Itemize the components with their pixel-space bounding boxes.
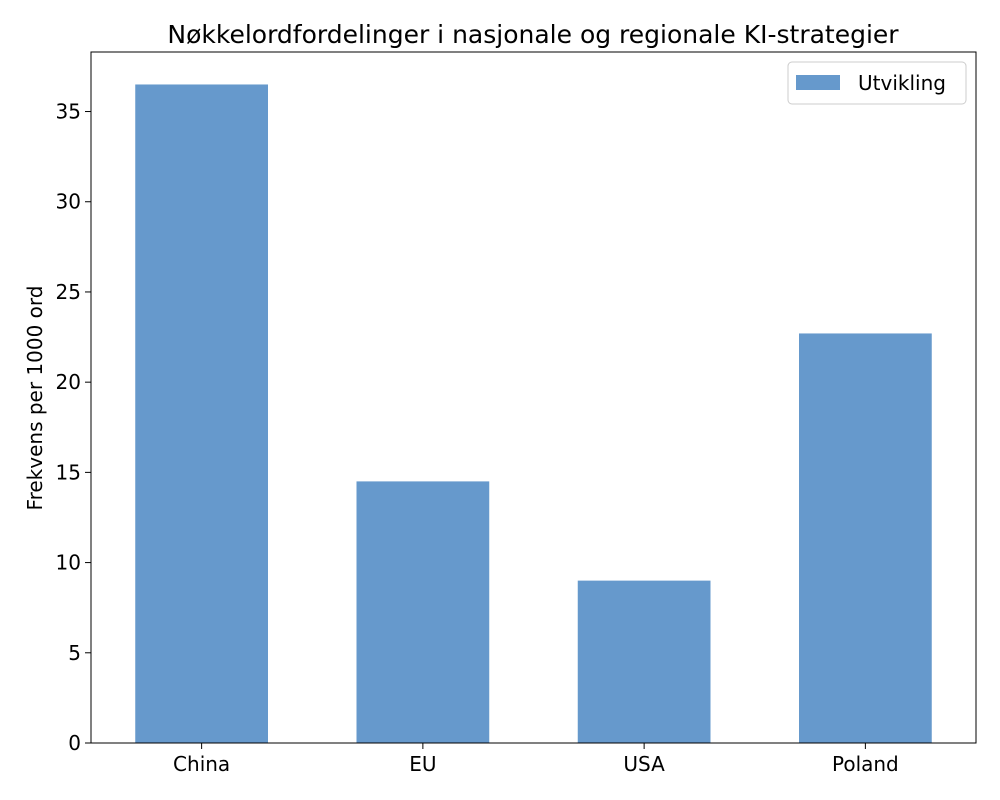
y-tick-label-35: 35 <box>56 100 81 124</box>
x-tick-label-china: China <box>173 752 230 776</box>
y-axis-ticks: 0 5 10 15 20 25 30 35 <box>56 100 91 755</box>
x-tick-label-poland: Poland <box>832 752 899 776</box>
y-tick-label-15: 15 <box>56 460 81 484</box>
y-axis-label: Frekvens per 1000 ord <box>23 286 47 511</box>
legend: Utvikling <box>787 61 967 105</box>
y-tick-label-25: 25 <box>56 280 81 304</box>
bars-group <box>135 84 932 743</box>
legend-label-utvikling: Utvikling <box>858 71 946 95</box>
y-tick-label-20: 20 <box>56 370 81 394</box>
bar-eu <box>356 481 490 743</box>
bar-usa <box>577 580 711 743</box>
bar-poland <box>799 333 932 743</box>
y-tick-label-0: 0 <box>68 731 81 755</box>
x-tick-label-usa: USA <box>623 752 665 776</box>
chart-title: Nøkkelordfordelinger i nasjonale og regi… <box>167 20 899 49</box>
plot-frame <box>90 51 977 744</box>
y-tick-label-5: 5 <box>68 641 81 665</box>
legend-box <box>787 61 967 105</box>
legend-swatch-utvikling <box>796 75 840 90</box>
bar-china <box>135 84 268 743</box>
x-tick-label-eu: EU <box>409 752 436 776</box>
y-tick-label-10: 10 <box>56 551 81 575</box>
y-tick-label-30: 30 <box>56 190 81 214</box>
x-axis-ticks: China EU USA Poland <box>173 743 899 776</box>
